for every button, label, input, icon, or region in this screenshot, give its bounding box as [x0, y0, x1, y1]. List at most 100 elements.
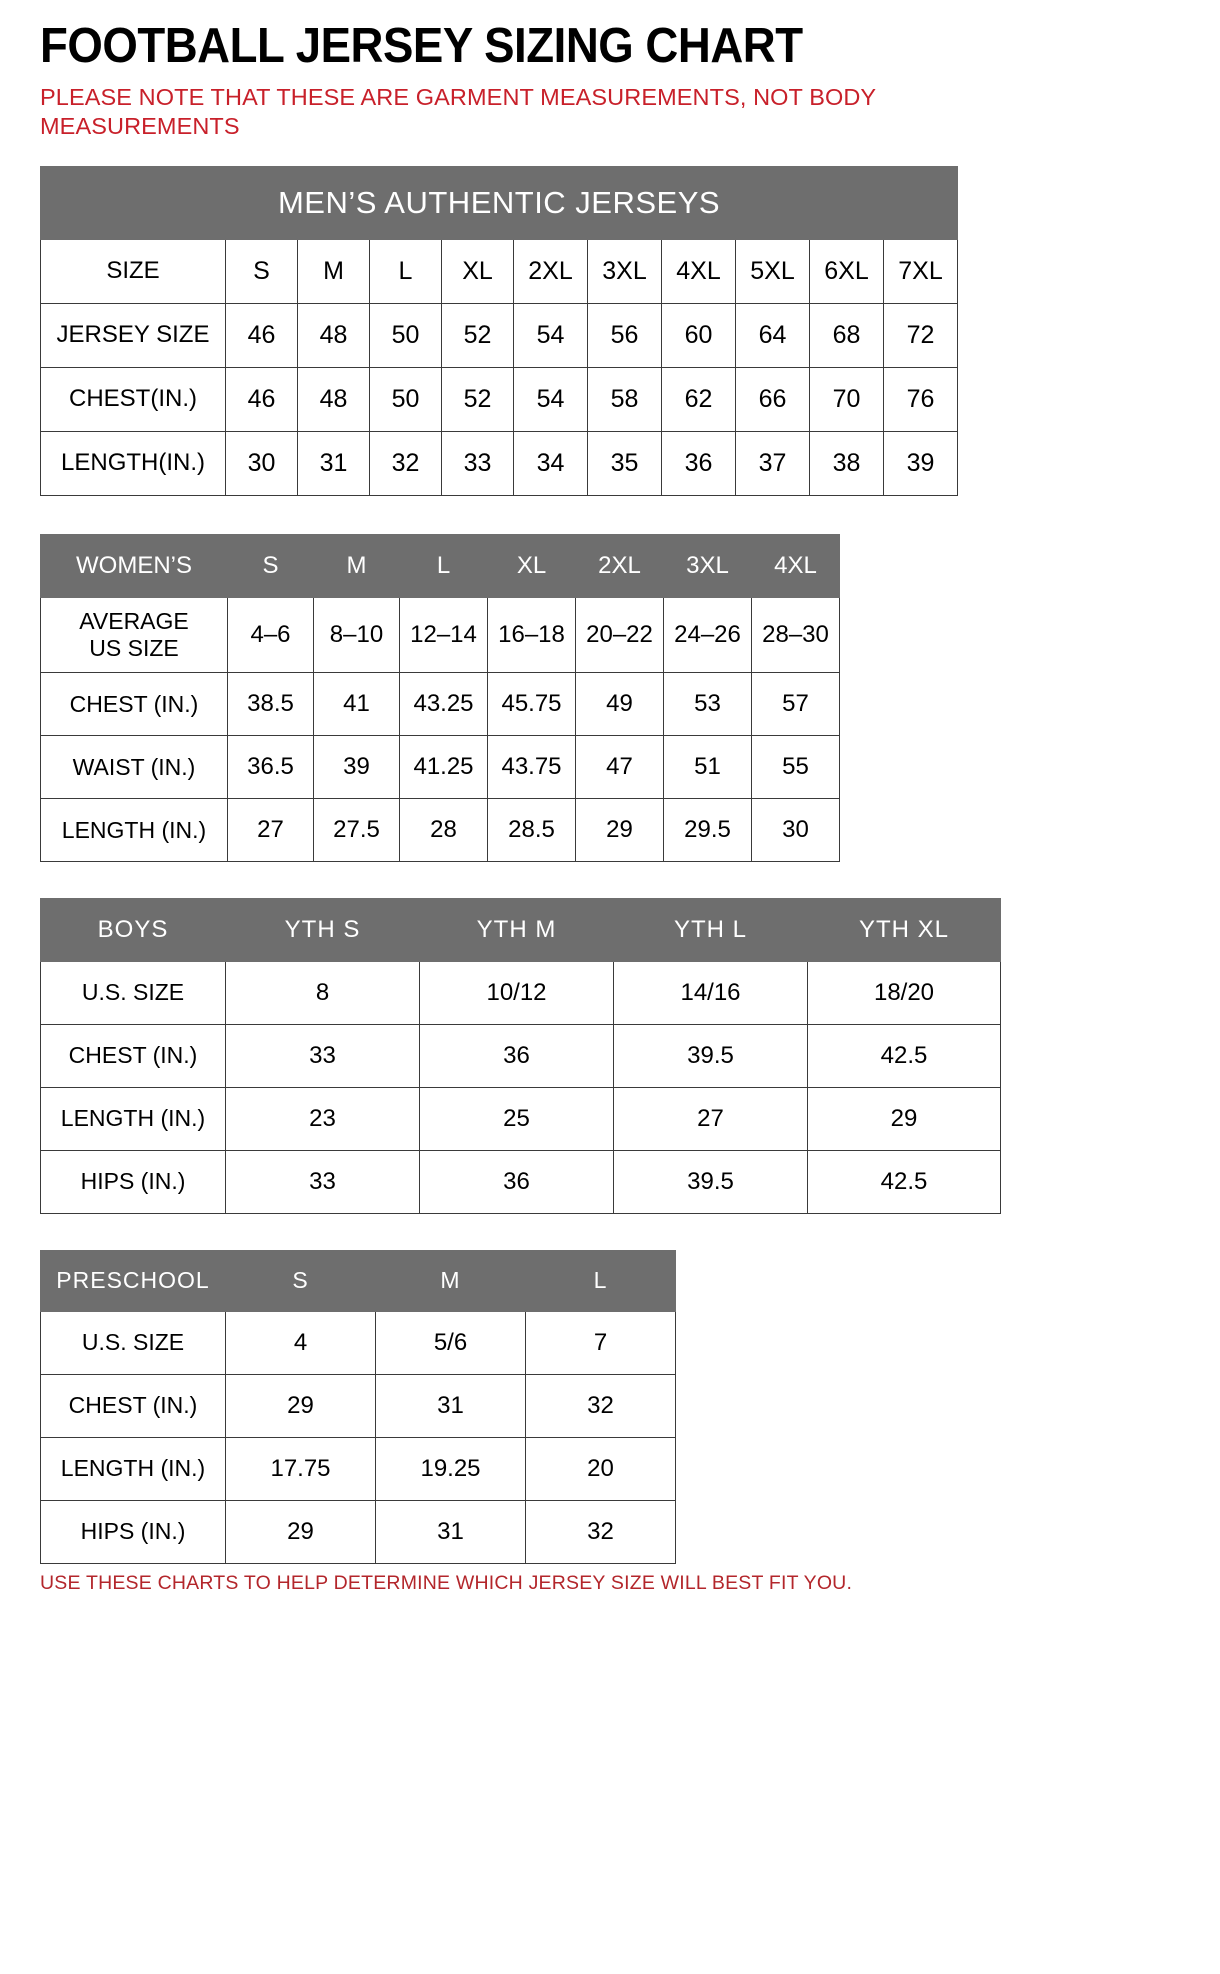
womens-cell-r1-c4: 49 — [575, 671, 664, 736]
boys-cell-r1-c0: 33 — [225, 1023, 420, 1088]
womens-header-row: WOMEN’S S M L XL 2XL 3XL 4XL — [40, 533, 840, 598]
cell-r1-c8: 68 — [809, 302, 884, 368]
cell-r3-c0: 30 — [225, 430, 298, 496]
cell-r1-c7: 64 — [735, 302, 810, 368]
table-row: LENGTH (IN.) 23 25 27 29 — [40, 1086, 1001, 1151]
row-label-line-1: AVERAGE — [79, 608, 189, 635]
boys-cell-r1-c3: 42.5 — [807, 1023, 1001, 1088]
cell-r1-c5: 56 — [587, 302, 662, 368]
womens-cell-r3-c5: 29.5 — [663, 797, 752, 862]
preschool-header-size-2: L — [525, 1249, 676, 1312]
cell-r2-c1: 48 — [297, 366, 370, 432]
cell-r0-c0: S — [225, 238, 298, 304]
table-row: SIZE S M L XL 2XL 3XL 4XL 5XL 6XL 7XL — [40, 238, 959, 304]
row-label-0: SIZE — [40, 238, 226, 304]
womens-row-label-3: LENGTH (IN.) — [40, 797, 228, 862]
garment-measurement-notice: PLEASE NOTE THAT THESE ARE GARMENT MEASU… — [40, 84, 876, 139]
table-row: CHEST (IN.) 29 31 32 — [40, 1373, 676, 1438]
cell-r2-c7: 66 — [735, 366, 810, 432]
cell-r1-c0: 46 — [225, 302, 298, 368]
preschool-cell-r0-c0: 4 — [225, 1310, 376, 1375]
womens-cell-r2-c2: 41.25 — [399, 734, 488, 799]
cell-r1-c4: 54 — [513, 302, 588, 368]
womens-header-size-6: 4XL — [751, 533, 840, 598]
mens-banner-row: MEN’S AUTHENTIC JERSEYS — [39, 165, 959, 240]
boys-header-size-0: YTH S — [225, 897, 420, 962]
cell-r2-c5: 58 — [587, 366, 662, 432]
womens-cell-r0-c1: 8–10 — [313, 596, 400, 673]
preschool-cell-r1-c1: 31 — [375, 1373, 526, 1438]
womens-cell-r0-c3: 16–18 — [487, 596, 576, 673]
preschool-header-size-1: M — [375, 1249, 526, 1312]
page-title: FOOTBALL JERSEY SIZING CHART — [40, 19, 803, 73]
table-row: AVERAGE US SIZE 4–6 8–10 12–14 16–18 20–22 24–2… — [40, 596, 840, 673]
cell-r1-c9: 72 — [882, 302, 959, 368]
womens-header-size-5: 3XL — [663, 533, 752, 598]
cell-r0-c8: 6XL — [809, 238, 884, 304]
womens-cell-r3-c1: 27.5 — [313, 797, 400, 862]
cell-r1-c1: 48 — [297, 302, 370, 368]
womens-header-size-2: L — [399, 533, 488, 598]
preschool-row-label-1: CHEST (IN.) — [40, 1373, 226, 1438]
womens-header-size-4: 2XL — [575, 533, 664, 598]
boys-header-label: BOYS — [40, 897, 226, 962]
cell-r0-c2: L — [369, 238, 442, 304]
preschool-cell-r0-c1: 5/6 — [375, 1310, 526, 1375]
womens-cell-r3-c2: 28 — [399, 797, 488, 862]
cell-r0-c7: 5XL — [735, 238, 810, 304]
boys-cell-r2-c0: 23 — [225, 1086, 420, 1151]
cell-r0-c3: XL — [441, 238, 514, 304]
boys-header-size-1: YTH M — [419, 897, 614, 962]
preschool-cell-r2-c2: 20 — [525, 1436, 676, 1501]
cell-r2-c6: 62 — [661, 366, 736, 432]
preschool-header-label: PRESCHOOL — [40, 1249, 226, 1312]
preschool-row-label-3: HIPS (IN.) — [40, 1499, 226, 1564]
boys-row-label-2: LENGTH (IN.) — [40, 1086, 226, 1151]
boys-row-label-1: CHEST (IN.) — [40, 1023, 226, 1088]
row-label-2: CHEST(IN.) — [40, 366, 226, 432]
preschool-row-label-2: LENGTH (IN.) — [40, 1436, 226, 1501]
boys-cell-r3-c1: 36 — [419, 1149, 614, 1214]
row-label-3: LENGTH(IN.) — [40, 430, 226, 496]
cell-r1-c2: 50 — [369, 302, 442, 368]
cell-r0-c1: M — [297, 238, 370, 304]
boys-sizing-table: BOYS YTH S YTH M YTH L YTH XL U.S. SIZE 8 10/12… — [40, 897, 1001, 1214]
boys-cell-r0-c1: 10/12 — [419, 960, 614, 1025]
boys-cell-r2-c3: 29 — [807, 1086, 1001, 1151]
boys-header-size-2: YTH L — [613, 897, 808, 962]
preschool-cell-r3-c1: 31 — [375, 1499, 526, 1564]
womens-cell-r2-c0: 36.5 — [227, 734, 314, 799]
womens-cell-r2-c3: 43.75 — [487, 734, 576, 799]
boys-row-label-0: U.S. SIZE — [40, 960, 226, 1025]
cell-r3-c2: 32 — [369, 430, 442, 496]
table-row: HIPS (IN.) 33 36 39.5 42.5 — [40, 1149, 1001, 1214]
mens-banner-title: MEN’S AUTHENTIC JERSEYS — [39, 165, 959, 240]
womens-cell-r2-c5: 51 — [663, 734, 752, 799]
womens-cell-r1-c2: 43.25 — [399, 671, 488, 736]
table-row: HIPS (IN.) 29 31 32 — [40, 1499, 676, 1564]
boys-cell-r3-c0: 33 — [225, 1149, 420, 1214]
cell-r1-c6: 60 — [661, 302, 736, 368]
womens-cell-r1-c5: 53 — [663, 671, 752, 736]
boys-cell-r3-c3: 42.5 — [807, 1149, 1001, 1214]
table-row: U.S. SIZE 8 10/12 14/16 18/20 — [40, 960, 1001, 1025]
table-row: WAIST (IN.) 36.5 39 41.25 43.75 47 51 55 — [40, 734, 840, 799]
womens-cell-r1-c1: 41 — [313, 671, 400, 736]
cell-r2-c3: 52 — [441, 366, 514, 432]
table-row: CHEST (IN.) 33 36 39.5 42.5 — [40, 1023, 1001, 1088]
preschool-cell-r3-c2: 32 — [525, 1499, 676, 1564]
preschool-cell-r2-c0: 17.75 — [225, 1436, 376, 1501]
womens-cell-r2-c1: 39 — [313, 734, 400, 799]
womens-cell-r3-c4: 29 — [575, 797, 664, 862]
womens-row-label-2: WAIST (IN.) — [40, 734, 228, 799]
womens-cell-r3-c6: 30 — [751, 797, 840, 862]
womens-sizing-table: WOMEN’S S M L XL 2XL 3XL 4XL AVERAGE US SIZE 4–6 8–… — [40, 533, 840, 862]
cell-r2-c4: 54 — [513, 366, 588, 432]
cell-r3-c1: 31 — [297, 430, 370, 496]
cell-r0-c5: 3XL — [587, 238, 662, 304]
womens-row-label-0: AVERAGE US SIZE — [40, 596, 228, 673]
preschool-header-row: PRESCHOOL S M L — [40, 1249, 676, 1312]
boys-header-row: BOYS YTH S YTH M YTH L YTH XL — [40, 897, 1001, 962]
womens-cell-r3-c0: 27 — [227, 797, 314, 862]
womens-cell-r0-c5: 24–26 — [663, 596, 752, 673]
